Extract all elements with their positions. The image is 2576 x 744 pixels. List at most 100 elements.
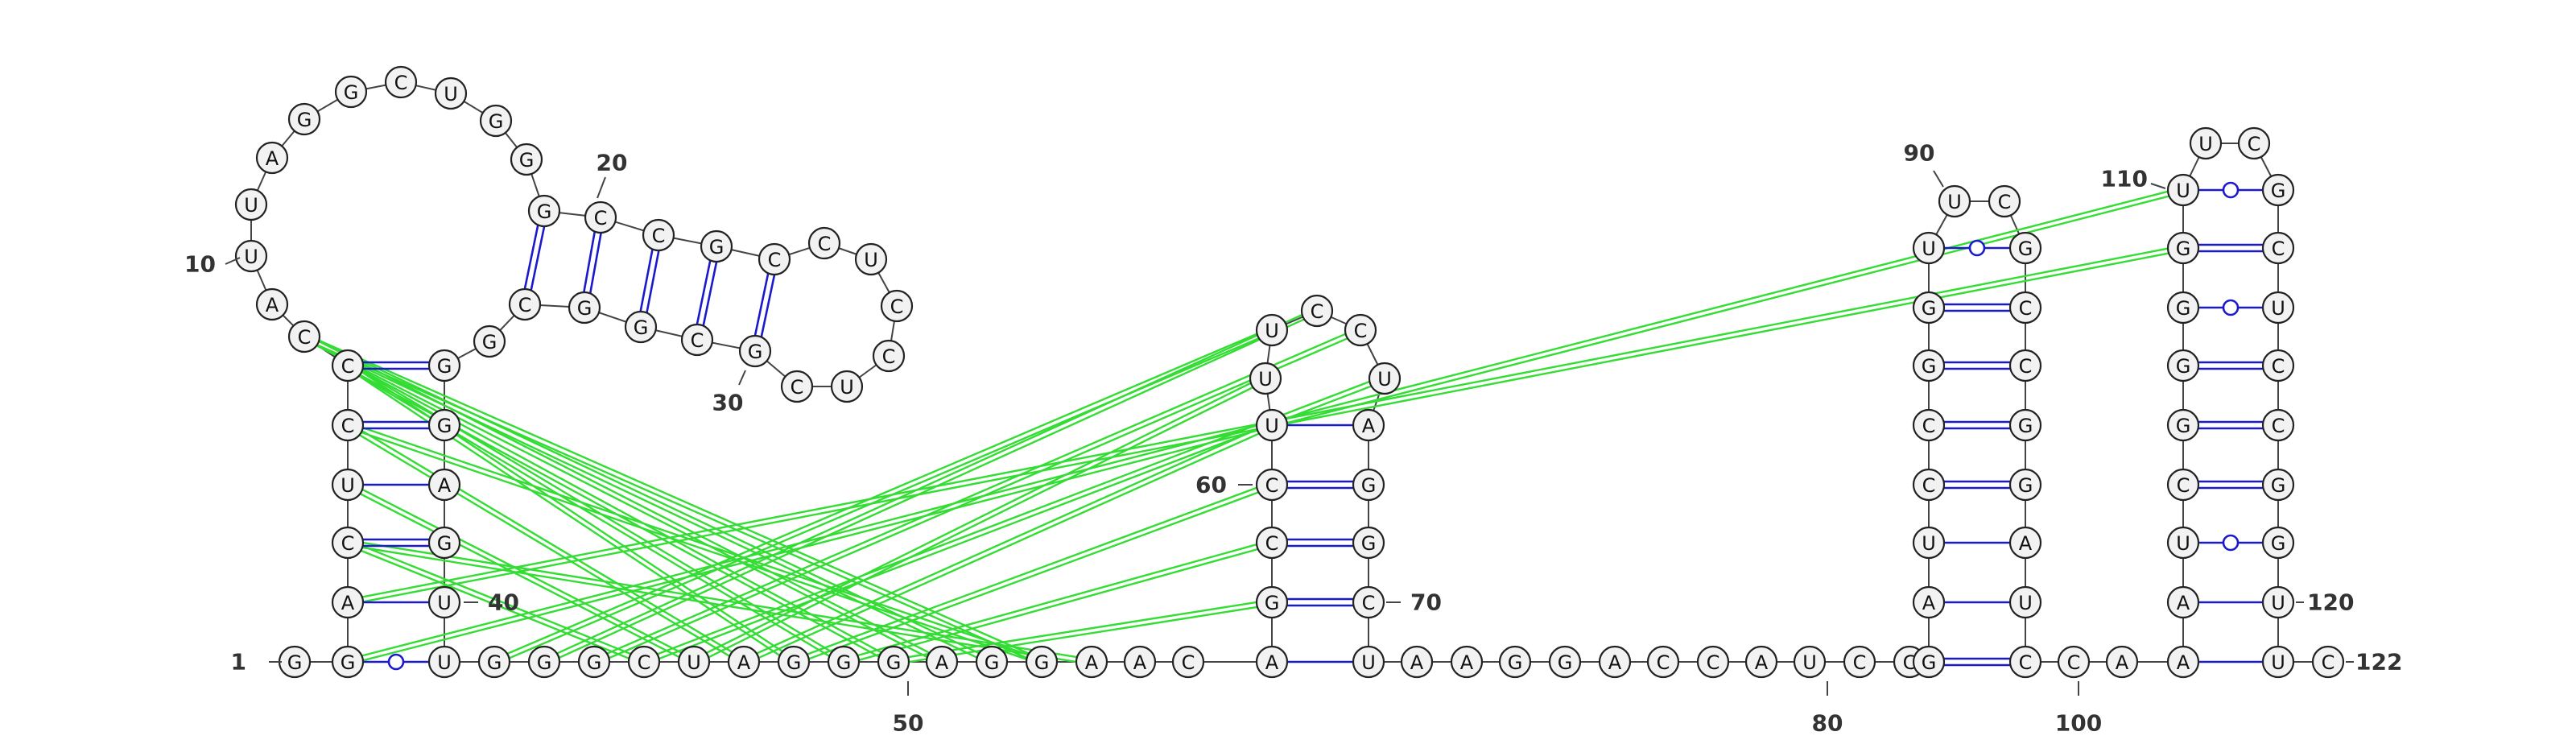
pseudoknot-interaction-line xyxy=(857,544,1257,657)
nucleotide-circle xyxy=(2008,291,2042,324)
nucleotide: C xyxy=(2261,408,2295,442)
nucleotide: U xyxy=(677,645,711,679)
nucleotide-letter: C xyxy=(1903,651,1917,674)
nucleotide-letter: A xyxy=(1085,651,1099,674)
nucleotide-circle xyxy=(827,645,861,679)
nucleotide-circle xyxy=(255,141,289,175)
nucleotide-circle xyxy=(2008,408,2042,442)
base-pair-layer xyxy=(363,181,2263,671)
nucleotide: G xyxy=(2166,231,2200,265)
nucleotide-number-label: 20 xyxy=(597,150,628,176)
nucleotide-circle xyxy=(1300,294,1334,328)
nucleotide-circle xyxy=(2008,526,2042,560)
nucleotide: G xyxy=(2008,231,2042,265)
nucleotide-circle xyxy=(1793,645,1827,679)
nucleotide: G xyxy=(777,645,811,679)
nucleotide-letter: G xyxy=(2271,180,2286,202)
nucleotide: C xyxy=(331,408,365,442)
nucleotide-circle xyxy=(807,226,841,260)
nucleotide: G xyxy=(975,645,1009,679)
nucleotide: G xyxy=(700,229,733,263)
pseudoknot-interaction-line xyxy=(360,493,680,659)
nucleotide: C xyxy=(880,289,914,323)
nucleotide-circle xyxy=(577,645,611,679)
nucleotide: A xyxy=(255,287,289,321)
nucleotide-circle xyxy=(1352,645,1385,679)
nucleotide-circle xyxy=(1352,526,1385,560)
nucleotide-letter: C xyxy=(341,415,355,437)
nucleotide: A xyxy=(1598,645,1632,679)
nucleotide-letter: C xyxy=(341,532,355,555)
nucleotide-circle xyxy=(854,242,888,276)
nucleotide: C xyxy=(807,226,841,260)
nucleotide: G xyxy=(1498,645,1532,679)
nucleotide-circle xyxy=(427,526,461,560)
nucleotide-letter: G xyxy=(344,81,359,104)
nucleotide-letter: A xyxy=(1755,651,1769,674)
nucleotide-letter: G xyxy=(2176,355,2191,378)
pseudoknot-interaction-line xyxy=(808,491,1259,660)
nucleotide-letter: C xyxy=(2248,133,2261,155)
nucleotide-letter: C xyxy=(1354,320,1368,342)
pseudoknot-interaction-line xyxy=(858,548,1258,661)
nucleotide-letter: G xyxy=(836,651,852,674)
base-pair-line xyxy=(583,231,597,292)
nucleotide-letter: G xyxy=(2176,238,2191,260)
nucleotide-circle xyxy=(1123,645,1157,679)
nucleotide-letter: C xyxy=(890,296,904,318)
nucleotide-letter: G xyxy=(1922,651,1937,674)
nucleotide: C xyxy=(1255,468,1289,502)
wobble-pair-marker xyxy=(1968,239,1986,257)
nucleotide-circle xyxy=(1368,362,1402,395)
nucleotide-circle xyxy=(234,188,268,221)
nucleotide-letter: A xyxy=(2116,651,2129,674)
nucleotide-circle xyxy=(1255,526,1289,560)
nucleotide: U xyxy=(1249,362,1282,395)
nucleotide: G xyxy=(1025,645,1059,679)
nucleotide: C xyxy=(287,320,321,353)
nucleotide-letter: G xyxy=(482,331,497,353)
number-label-tick xyxy=(1933,170,1944,188)
nucleotide-circle xyxy=(2008,349,2042,382)
nucleotide: U xyxy=(234,188,268,221)
nucleotide-circle xyxy=(2008,645,2042,679)
pseudoknot-interaction-line xyxy=(908,601,1257,659)
nucleotide: C xyxy=(2237,126,2271,160)
nucleotide-circle xyxy=(738,334,772,368)
nucleotide-letter: A xyxy=(935,651,949,674)
nucleotide: C xyxy=(627,645,661,679)
nucleotide-circle xyxy=(1646,645,1680,679)
base-pair-line xyxy=(639,249,654,312)
nucleotide-circle xyxy=(1255,313,1289,347)
nucleotide: U xyxy=(2261,585,2295,619)
nucleotide-circle xyxy=(2166,173,2200,207)
nucleotide-letter: U xyxy=(1258,368,1273,391)
nucleotide: G xyxy=(2008,468,2042,502)
nucleotide-letter: G xyxy=(537,651,552,674)
nucleotide-letter: U xyxy=(1802,651,1817,674)
nucleotide-circle xyxy=(427,645,461,679)
nucleotide: G xyxy=(427,526,461,560)
nucleotide-letter: G xyxy=(786,651,802,674)
nucleotide-circle xyxy=(1450,645,1484,679)
pseudoknot-interaction-line xyxy=(363,541,1077,659)
pseudoknot-interaction-line xyxy=(362,427,1029,656)
nucleotide-letter: G xyxy=(297,109,312,131)
nucleotide-letter: G xyxy=(1361,474,1377,497)
base-pair-line xyxy=(753,273,770,336)
nucleotide-circle xyxy=(830,370,864,403)
nucleotide-circle xyxy=(510,143,543,176)
nucleotide-letter: G xyxy=(341,651,356,674)
nucleotide-letter: A xyxy=(1362,415,1376,437)
nucleotide: C xyxy=(508,287,542,321)
nucleotide-letter: U xyxy=(2018,592,2033,614)
nucleotide-letter: A xyxy=(266,147,279,170)
nucleotide-circle xyxy=(2166,408,2200,442)
pseudoknot-interaction-line xyxy=(359,434,730,657)
nucleotide-letter: G xyxy=(437,532,452,555)
nucleotide: C xyxy=(780,370,814,403)
wobble-pair-marker xyxy=(2222,181,2240,199)
nucleotide-circle xyxy=(872,339,906,373)
nucleotide: U xyxy=(2189,126,2223,160)
nucleotide-letter: C xyxy=(1998,191,2012,213)
